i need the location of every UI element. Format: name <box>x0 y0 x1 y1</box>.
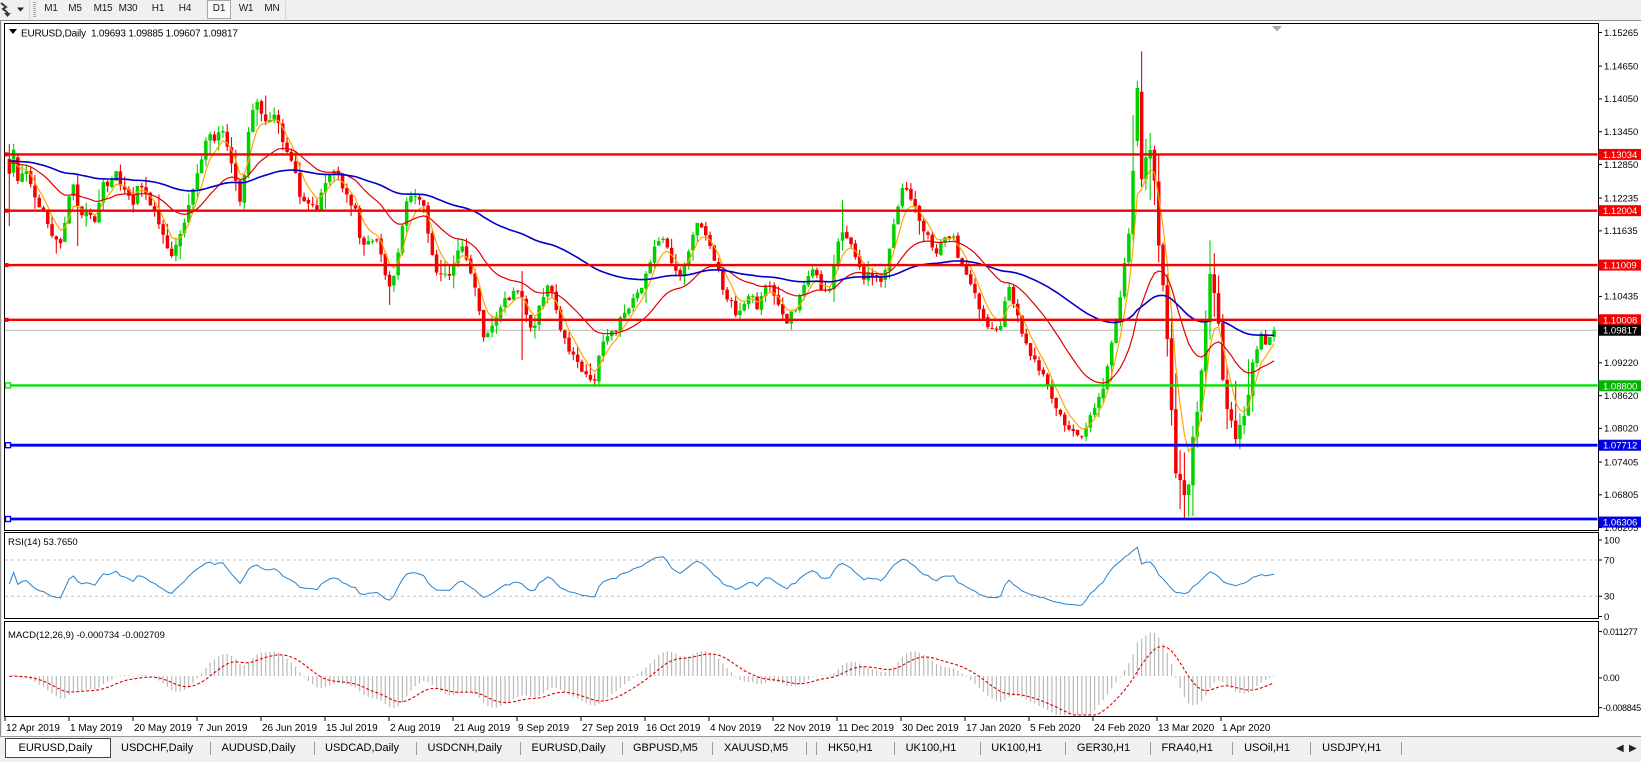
svg-text:1.11009: 1.11009 <box>1603 261 1637 272</box>
svg-text:9 Sep 2019: 9 Sep 2019 <box>518 723 570 734</box>
svg-text:1.07405: 1.07405 <box>1604 457 1638 468</box>
svg-text:1.12004: 1.12004 <box>1603 206 1637 217</box>
svg-text:1.10435: 1.10435 <box>1604 292 1638 303</box>
svg-text:2 Aug 2019: 2 Aug 2019 <box>390 723 441 734</box>
svg-text:1.14050: 1.14050 <box>1604 94 1638 105</box>
svg-text:21 Aug 2019: 21 Aug 2019 <box>454 723 511 734</box>
svg-text:1 May 2019: 1 May 2019 <box>70 723 123 734</box>
svg-text:1.11635: 1.11635 <box>1604 226 1638 237</box>
svg-text:0: 0 <box>1604 612 1609 623</box>
svg-text:20 May 2019: 20 May 2019 <box>134 723 192 734</box>
svg-text:1 Apr 2020: 1 Apr 2020 <box>1222 723 1271 734</box>
svg-text:1.15265: 1.15265 <box>1604 28 1638 39</box>
svg-text:1.12850: 1.12850 <box>1604 160 1638 171</box>
svg-text:EURUSD,Daily 1.09693 1.09885: EURUSD,Daily 1.09693 1.09885 1.09607 1.0… <box>21 29 238 40</box>
svg-text:13 Mar 2020: 13 Mar 2020 <box>1158 723 1215 734</box>
svg-text:1.08800: 1.08800 <box>1603 381 1637 392</box>
svg-text:7 Jun 2019: 7 Jun 2019 <box>198 723 248 734</box>
svg-text:30 Dec 2019: 30 Dec 2019 <box>902 723 959 734</box>
svg-text:24 Feb 2020: 24 Feb 2020 <box>1094 723 1151 734</box>
svg-text:15 Jul 2019: 15 Jul 2019 <box>326 723 378 734</box>
svg-text:5 Feb 2020: 5 Feb 2020 <box>1030 723 1081 734</box>
svg-text:0.00: 0.00 <box>1603 673 1620 683</box>
svg-text:70: 70 <box>1604 555 1615 566</box>
svg-text:1.08020: 1.08020 <box>1604 424 1638 435</box>
svg-text:1.09220: 1.09220 <box>1604 358 1638 369</box>
svg-text:1.07712: 1.07712 <box>1603 441 1637 452</box>
svg-text:16 Oct 2019: 16 Oct 2019 <box>646 723 701 734</box>
svg-text:RSI(14) 53.7650: RSI(14) 53.7650 <box>8 537 78 548</box>
svg-text:27 Sep 2019: 27 Sep 2019 <box>582 723 639 734</box>
svg-text:17 Jan 2020: 17 Jan 2020 <box>966 723 1021 734</box>
svg-text:1.06306: 1.06306 <box>1603 518 1637 529</box>
svg-text:0.011277: 0.011277 <box>1603 627 1638 637</box>
svg-text:-0.008845: -0.008845 <box>1603 703 1641 713</box>
svg-text:1.13450: 1.13450 <box>1604 127 1638 138</box>
svg-text:1.14650: 1.14650 <box>1604 61 1638 72</box>
svg-text:22 Nov 2019: 22 Nov 2019 <box>774 723 831 734</box>
svg-text:30: 30 <box>1604 592 1615 603</box>
svg-text:MACD(12,26,9) -0.000734 -0.002: MACD(12,26,9) -0.000734 -0.002709 <box>8 630 165 641</box>
svg-text:12 Apr 2019: 12 Apr 2019 <box>6 723 60 734</box>
svg-text:11 Dec 2019: 11 Dec 2019 <box>838 723 894 734</box>
svg-text:100: 100 <box>1604 535 1620 546</box>
svg-text:1.08620: 1.08620 <box>1604 391 1638 402</box>
svg-text:4 Nov 2019: 4 Nov 2019 <box>710 723 762 734</box>
svg-text:1.06205: 1.06205 <box>1604 523 1638 534</box>
svg-text:1.06805: 1.06805 <box>1604 490 1638 501</box>
svg-text:1.13034: 1.13034 <box>1603 150 1637 161</box>
svg-text:1.10008: 1.10008 <box>1603 315 1637 326</box>
svg-text:26 Jun 2019: 26 Jun 2019 <box>262 723 317 734</box>
svg-text:1.09817: 1.09817 <box>1603 326 1637 337</box>
svg-text:1.12235: 1.12235 <box>1604 193 1638 204</box>
